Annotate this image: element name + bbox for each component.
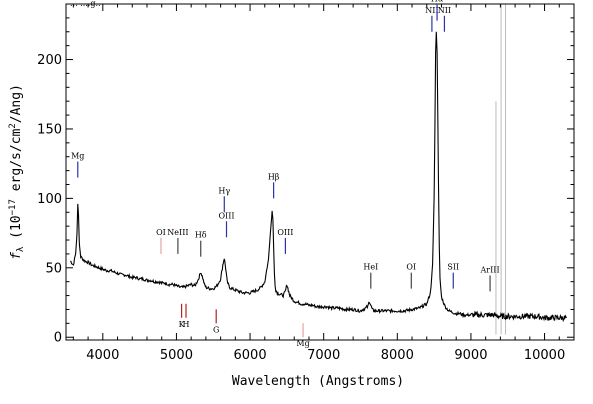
- emission-label: NII: [425, 6, 438, 15]
- y-tick-label: 100: [37, 192, 62, 207]
- x-tick-label: 8000: [381, 348, 414, 363]
- absorption-label: H: [183, 320, 190, 329]
- absorption-label: K: [179, 320, 186, 329]
- spectrum-line: [70, 31, 567, 323]
- emission-label: Hα: [431, 0, 444, 4]
- x-tick-label: 4000: [86, 348, 119, 363]
- emission-label: Mg: [71, 152, 84, 161]
- emission-label: OIII: [277, 228, 293, 237]
- x-axis-title: Wavelength (Angstroms): [232, 374, 404, 389]
- emission-label: NeIII: [167, 228, 188, 237]
- absorption-label: G: [213, 325, 219, 334]
- x-tick-label: 9000: [454, 348, 487, 363]
- emission-label: OI: [156, 228, 166, 237]
- chart-marks: MgOINeIIIHδHγOIIIHβOIIIHeIOINIIHαNIISIIA…: [70, 0, 567, 348]
- axis-ticks: 4000 5000 6000 7000 8000 9000 10000 0 50 100 150 20…: [37, 4, 574, 363]
- emission-label: SII: [447, 263, 459, 272]
- emission-label: OIII: [218, 211, 234, 220]
- x-tick-label: 6000: [234, 348, 267, 363]
- emission-label: ArIII: [480, 265, 500, 274]
- y-axis-title: fλ (10−17 erg/s/cm2/Ang): [8, 84, 26, 260]
- emission-label: Hδ: [195, 231, 207, 240]
- absorption-label: Mg: [296, 339, 309, 348]
- x-tick-label: 10000: [524, 348, 565, 363]
- x-tick-label: 5000: [160, 348, 193, 363]
- emission-label: HeI: [363, 263, 378, 272]
- y-tick-label: 0: [54, 331, 62, 346]
- y-tick-label: 200: [37, 53, 62, 68]
- plot-frame: [65, 3, 575, 341]
- emission-label: NII: [438, 6, 451, 15]
- emission-label: Hβ: [268, 172, 280, 181]
- y-tick-label: 150: [37, 122, 62, 137]
- y-tick-label: 50: [45, 261, 62, 276]
- x-tick-label: 7000: [307, 348, 340, 363]
- emission-label: Hγ: [218, 186, 230, 195]
- emission-label: OI: [406, 263, 416, 272]
